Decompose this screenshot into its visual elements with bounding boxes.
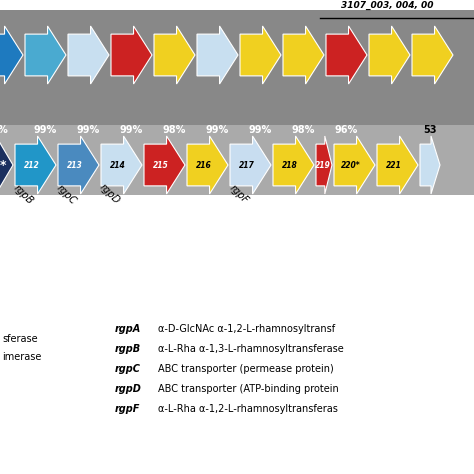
- Text: α-L-Rha α-1,2-L-rhamnosyltransferas: α-L-Rha α-1,2-L-rhamnosyltransferas: [158, 404, 338, 414]
- Text: 99%: 99%: [120, 125, 143, 135]
- Polygon shape: [154, 26, 195, 84]
- Text: 53: 53: [423, 125, 437, 135]
- Polygon shape: [273, 136, 314, 194]
- Text: 218: 218: [282, 161, 298, 170]
- Polygon shape: [68, 26, 109, 84]
- Polygon shape: [377, 136, 418, 194]
- Text: 220*: 220*: [341, 161, 361, 170]
- Text: ABC transporter (permease protein): ABC transporter (permease protein): [158, 364, 334, 374]
- Text: 98%: 98%: [292, 125, 315, 135]
- Text: %: %: [0, 125, 8, 135]
- Polygon shape: [58, 136, 99, 194]
- Polygon shape: [187, 136, 228, 194]
- Polygon shape: [101, 136, 142, 194]
- Text: 99%: 99%: [206, 125, 229, 135]
- Text: 215: 215: [153, 161, 169, 170]
- Text: rgpA: rgpA: [115, 324, 141, 334]
- Polygon shape: [230, 136, 271, 194]
- FancyBboxPatch shape: [0, 10, 474, 195]
- Text: rgpF: rgpF: [228, 183, 250, 206]
- Text: rgpD: rgpD: [115, 384, 142, 394]
- Text: 217: 217: [239, 161, 255, 170]
- Polygon shape: [0, 136, 13, 194]
- Text: rgpB: rgpB: [115, 344, 141, 354]
- FancyBboxPatch shape: [0, 195, 474, 474]
- Polygon shape: [316, 136, 332, 194]
- Text: 216: 216: [196, 161, 212, 170]
- Text: rgpF: rgpF: [115, 404, 140, 414]
- Text: 214: 214: [110, 161, 126, 170]
- Text: 96%: 96%: [335, 125, 358, 135]
- Text: α-D-GlcNAc α-1,2-L-rhamnosyltransf: α-D-GlcNAc α-1,2-L-rhamnosyltransf: [158, 324, 335, 334]
- Text: *: *: [0, 158, 6, 172]
- Text: 99%: 99%: [34, 125, 57, 135]
- Polygon shape: [111, 26, 152, 84]
- Text: 219: 219: [315, 161, 330, 170]
- Text: rgpC: rgpC: [115, 364, 141, 374]
- Text: α-L-Rha α-1,3-L-rhamnosyltransferase: α-L-Rha α-1,3-L-rhamnosyltransferase: [158, 344, 344, 354]
- Text: 212: 212: [24, 161, 40, 170]
- Text: rgpC: rgpC: [55, 182, 79, 206]
- Text: rgpD: rgpD: [98, 182, 121, 206]
- Text: sferase: sferase: [2, 334, 37, 344]
- Polygon shape: [25, 26, 66, 84]
- Text: 3107_003, 004, 00: 3107_003, 004, 00: [341, 1, 433, 10]
- Polygon shape: [197, 26, 238, 84]
- Polygon shape: [369, 26, 410, 84]
- Polygon shape: [283, 26, 324, 84]
- Text: 213: 213: [67, 161, 82, 170]
- FancyBboxPatch shape: [0, 125, 474, 195]
- Text: 99%: 99%: [249, 125, 272, 135]
- Polygon shape: [326, 26, 367, 84]
- Text: 221: 221: [386, 161, 401, 170]
- Text: 99%: 99%: [77, 125, 100, 135]
- Polygon shape: [240, 26, 281, 84]
- Text: imerase: imerase: [2, 352, 41, 362]
- Polygon shape: [334, 136, 375, 194]
- Polygon shape: [144, 136, 185, 194]
- Polygon shape: [420, 136, 440, 194]
- Text: rgpB: rgpB: [12, 182, 36, 206]
- Text: ABC transporter (ATP-binding protein: ABC transporter (ATP-binding protein: [158, 384, 339, 394]
- Polygon shape: [15, 136, 56, 194]
- Polygon shape: [0, 26, 23, 84]
- Text: 98%: 98%: [163, 125, 186, 135]
- Polygon shape: [412, 26, 453, 84]
